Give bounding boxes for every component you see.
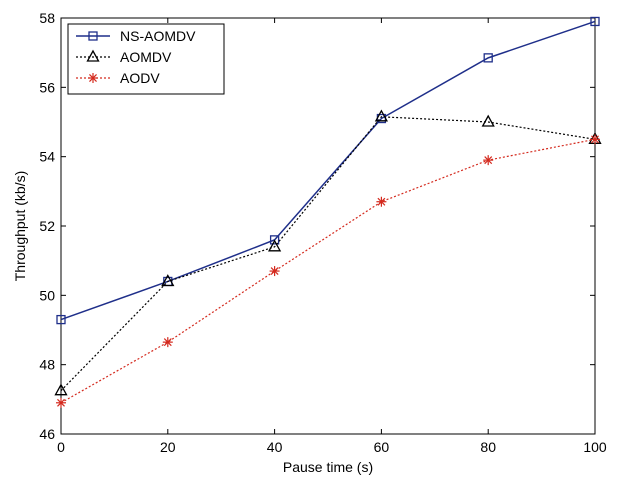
legend-item: AODV (76, 70, 160, 86)
legend-label: AODV (120, 70, 160, 86)
x-tick-label: 20 (160, 439, 176, 455)
data-point (481, 114, 495, 127)
y-tick-label: 50 (39, 287, 55, 303)
legend-marker (88, 73, 98, 83)
series-layer (54, 16, 602, 408)
y-axis: 46 48 50 52 54 56 58 (39, 10, 595, 442)
data-point (483, 53, 493, 63)
x-tick-label: 80 (480, 439, 496, 455)
data-point (483, 155, 494, 166)
data-point (590, 134, 600, 145)
y-tick-label: 58 (39, 10, 55, 26)
x-tick-label: 100 (583, 439, 607, 455)
x-tick-label: 60 (374, 439, 390, 455)
series-aomdv (54, 109, 602, 396)
y-tick-label: 54 (39, 149, 55, 165)
y-axis-title: Throughput (kb/s) (12, 171, 28, 282)
data-point (56, 314, 66, 325)
legend: NS-AOMDV AOMDV AODV (67, 23, 225, 95)
series-aodv (56, 134, 600, 408)
legend-item: NS-AOMDV (76, 28, 196, 44)
legend-label: NS-AOMDV (120, 28, 196, 44)
data-point (374, 109, 388, 122)
x-axis: 0 20 40 60 80 100 (57, 18, 607, 455)
y-tick-label: 48 (39, 357, 55, 373)
y-tick-label: 46 (39, 426, 55, 442)
data-point (268, 239, 282, 252)
data-point (590, 16, 600, 27)
series-line (60, 116, 596, 392)
data-point (162, 337, 173, 348)
legend-marker (86, 49, 100, 62)
data-point (269, 235, 280, 245)
legend-item: AOMDV (76, 49, 172, 65)
data-point (56, 397, 66, 408)
data-point (161, 274, 175, 287)
legend-label: AOMDV (120, 49, 172, 65)
data-point (376, 196, 387, 207)
y-tick-label: 56 (39, 79, 55, 95)
data-point (54, 383, 68, 396)
x-axis-title: Pause time (s) (283, 459, 373, 475)
legend-marker (88, 31, 98, 41)
data-point (269, 266, 280, 277)
x-tick-label: 0 (57, 439, 65, 455)
x-tick-label: 40 (267, 439, 283, 455)
series-line (60, 20, 596, 321)
y-tick-label: 52 (39, 218, 55, 234)
